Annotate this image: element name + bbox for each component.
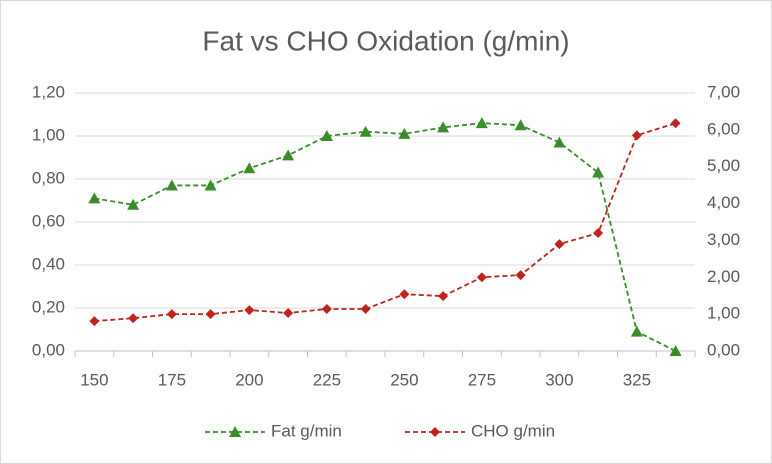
- legend-label: CHO g/min: [471, 421, 555, 440]
- series-line: [94, 122, 676, 323]
- y-tick-label: 1,20: [32, 82, 65, 101]
- data-point: [630, 325, 643, 337]
- legend-marker: [229, 426, 241, 437]
- x-tick-label: 300: [545, 370, 573, 389]
- data-point: [321, 303, 332, 314]
- y2-tick-label: 3,00: [707, 230, 740, 249]
- y-tick-label: 0,40: [32, 254, 65, 273]
- y2-tick-label: 4,00: [707, 193, 740, 212]
- data-point: [670, 118, 681, 129]
- data-point: [514, 119, 527, 131]
- data-point: [128, 313, 139, 324]
- data-point: [476, 272, 487, 283]
- data-point: [631, 130, 642, 141]
- x-tick-label: 150: [80, 370, 108, 389]
- data-point: [398, 127, 411, 139]
- data-point: [669, 345, 682, 356]
- x-tick-label: 250: [390, 370, 418, 389]
- x-tick-label: 275: [468, 370, 496, 389]
- legend-marker: [430, 427, 440, 437]
- y2-tick-label: 2,00: [707, 267, 740, 286]
- y-tick-label: 1,00: [32, 125, 65, 144]
- data-point: [166, 309, 177, 320]
- data-point: [89, 316, 100, 327]
- y-tick-label: 0,80: [32, 168, 65, 187]
- data-point: [438, 291, 449, 302]
- data-point: [127, 198, 140, 210]
- data-point: [204, 179, 217, 191]
- data-point: [244, 305, 255, 316]
- x-tick-label: 225: [313, 370, 341, 389]
- data-point: [592, 166, 605, 178]
- chart-title: Fat vs CHO Oxidation (g/min): [202, 25, 569, 56]
- data-point: [475, 117, 488, 129]
- y2-tick-label: 6,00: [707, 119, 740, 138]
- data-point: [359, 125, 372, 137]
- data-point: [165, 179, 178, 191]
- data-point: [515, 270, 526, 281]
- data-point: [205, 309, 216, 320]
- y-tick-label: 0,60: [32, 211, 65, 230]
- y2-tick-label: 0,00: [707, 340, 740, 359]
- data-point: [554, 239, 565, 250]
- data-point: [243, 162, 256, 174]
- data-point: [437, 121, 450, 133]
- x-tick-label: 325: [623, 370, 651, 389]
- data-point: [360, 303, 371, 314]
- x-tick-label: 175: [158, 370, 186, 389]
- x-tick-label: 200: [235, 370, 263, 389]
- series-line: [94, 122, 677, 352]
- data-point: [399, 289, 410, 300]
- data-point: [320, 130, 333, 141]
- data-point: [282, 149, 295, 161]
- data-point: [283, 308, 294, 319]
- y-tick-label: 0,00: [32, 340, 65, 359]
- y2-tick-label: 7,00: [707, 82, 740, 101]
- data-point: [553, 136, 566, 148]
- data-point: [88, 192, 101, 204]
- y2-tick-label: 1,00: [707, 304, 740, 323]
- y2-tick-label: 5,00: [707, 156, 740, 175]
- data-point: [593, 228, 604, 239]
- legend-label: Fat g/min: [271, 421, 342, 440]
- y-tick-label: 0,20: [32, 297, 65, 316]
